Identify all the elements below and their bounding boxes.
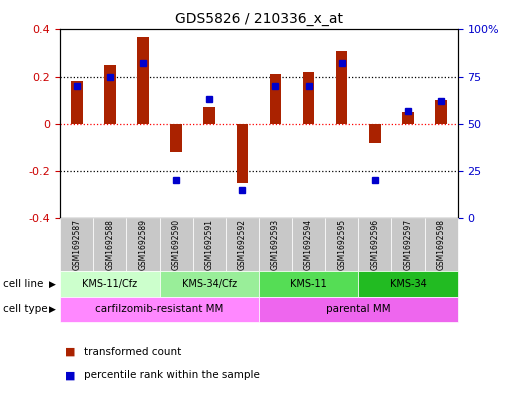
Title: GDS5826 / 210336_x_at: GDS5826 / 210336_x_at [175, 12, 343, 26]
Text: GSM1692594: GSM1692594 [304, 219, 313, 270]
Bar [137, 37, 149, 124]
Text: GSM1692590: GSM1692590 [172, 219, 180, 270]
Text: GSM1692589: GSM1692589 [139, 219, 147, 270]
Text: KMS-11/Cfz: KMS-11/Cfz [82, 279, 138, 289]
Bar [104, 65, 116, 124]
Bar [236, 124, 248, 183]
Text: carfilzomib-resistant MM: carfilzomib-resistant MM [95, 305, 224, 314]
Bar [435, 100, 447, 124]
Text: transformed count: transformed count [84, 347, 181, 357]
Text: GSM1692588: GSM1692588 [105, 219, 115, 270]
Bar [303, 72, 314, 124]
Text: parental MM: parental MM [326, 305, 391, 314]
Text: ■: ■ [65, 347, 76, 357]
Text: GSM1692595: GSM1692595 [337, 219, 346, 270]
Text: GSM1692587: GSM1692587 [72, 219, 81, 270]
Text: KMS-34: KMS-34 [390, 279, 426, 289]
Text: ■: ■ [65, 370, 76, 380]
Text: cell type: cell type [3, 305, 47, 314]
Text: GSM1692593: GSM1692593 [271, 219, 280, 270]
Text: cell line: cell line [3, 279, 43, 289]
Bar [402, 112, 414, 124]
Text: percentile rank within the sample: percentile rank within the sample [84, 370, 259, 380]
Text: GSM1692597: GSM1692597 [403, 219, 413, 270]
Text: GSM1692592: GSM1692592 [238, 219, 247, 270]
Text: GSM1692591: GSM1692591 [204, 219, 214, 270]
Text: KMS-11: KMS-11 [290, 279, 327, 289]
Text: KMS-34/Cfz: KMS-34/Cfz [181, 279, 237, 289]
Bar [170, 124, 182, 152]
Bar [336, 51, 347, 124]
Bar [270, 74, 281, 124]
Text: GSM1692598: GSM1692598 [437, 219, 446, 270]
Text: GSM1692596: GSM1692596 [370, 219, 379, 270]
Bar [369, 124, 381, 143]
Text: ▶: ▶ [49, 279, 56, 288]
Bar [71, 81, 83, 124]
Text: ▶: ▶ [49, 305, 56, 314]
Bar [203, 107, 215, 124]
